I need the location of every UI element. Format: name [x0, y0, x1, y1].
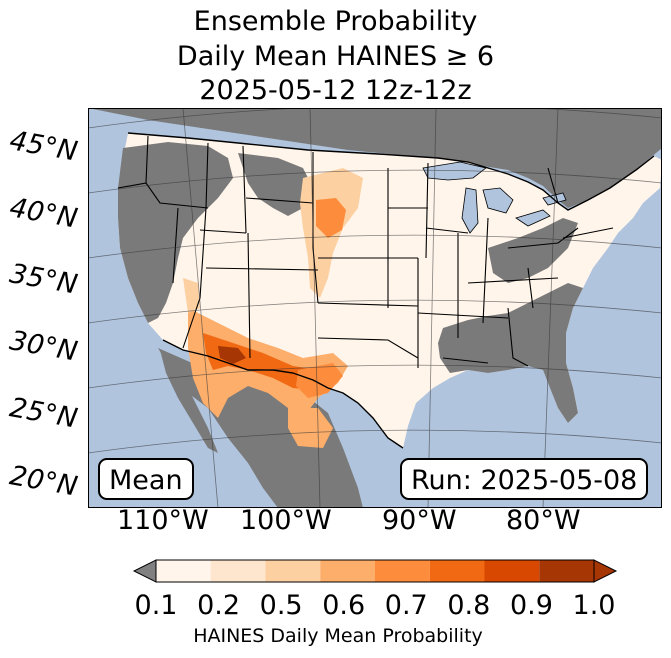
probability-map	[88, 108, 662, 508]
mean-annotation: Mean	[98, 458, 194, 500]
lat-label-30: 30°N	[7, 325, 80, 368]
prob-dakota	[316, 198, 346, 238]
colorbar-bin	[265, 560, 321, 582]
map-title-line1: Ensemble Probability	[193, 6, 478, 37]
lat-label-20: 20°N	[7, 460, 80, 503]
prob-texas-south	[288, 408, 333, 448]
canada-land	[88, 108, 662, 208]
colorbar-tick-label: 0.2	[197, 590, 241, 621]
colorbar-tick-label: 0.8	[447, 590, 491, 621]
colorbar-bin	[156, 560, 211, 582]
lat-label-45: 45°N	[7, 125, 80, 168]
run-date-annotation: Run: 2025-05-08	[400, 458, 649, 500]
lon-label-90: 90°W	[382, 505, 457, 536]
lat-label-25: 25°N	[7, 392, 80, 435]
map-title-line2: Daily Mean HAINES ≥ 6	[176, 41, 495, 72]
colorbar-tick-label: 0.6	[322, 590, 366, 621]
prob-nevada	[183, 278, 200, 313]
prob-southwest-core	[203, 333, 328, 390]
us-border	[127, 132, 655, 211]
rockies-gray	[238, 153, 313, 216]
colorbar-tick-label: 1.0	[572, 590, 616, 621]
graticule	[88, 108, 662, 508]
prob-southwest-peak	[218, 346, 246, 364]
colorbar-bin	[484, 560, 540, 582]
lon-label-80: 80°W	[506, 505, 581, 536]
colorbar-tick-label: 0.5	[259, 590, 303, 621]
colorbar-bin	[320, 560, 375, 582]
west-gray	[118, 142, 233, 323]
colorbar-tick-label: 0.9	[509, 590, 553, 621]
colorbar	[132, 559, 618, 583]
colorbar-under-arrow	[132, 559, 157, 583]
colorbar-bin	[539, 560, 594, 582]
great-lakes	[422, 161, 567, 234]
colorbar-tick-label: 0.1	[134, 590, 178, 621]
map-title-line3: 2025-05-12 12z-12z	[199, 75, 472, 106]
ohio-gray	[488, 218, 578, 283]
lat-label-40: 40°N	[7, 192, 80, 235]
lon-label-100: 100°W	[240, 505, 332, 536]
colorbar-outline	[155, 559, 595, 583]
colorbar-bin	[429, 560, 485, 582]
baja-land	[160, 350, 218, 453]
lat-label-35: 35°N	[7, 258, 80, 301]
mexico-border	[162, 339, 404, 449]
colorbar-tick-label: 0.7	[384, 590, 428, 621]
colorbar-bin	[210, 560, 266, 582]
colorbar-label: HAINES Daily Mean Probability	[193, 625, 483, 647]
state-borders	[117, 135, 614, 368]
colorbar-bin	[375, 560, 430, 582]
colorbar-over-arrow	[593, 559, 618, 583]
lon-label-110: 110°W	[117, 505, 209, 536]
southeast-gray	[438, 283, 583, 423]
